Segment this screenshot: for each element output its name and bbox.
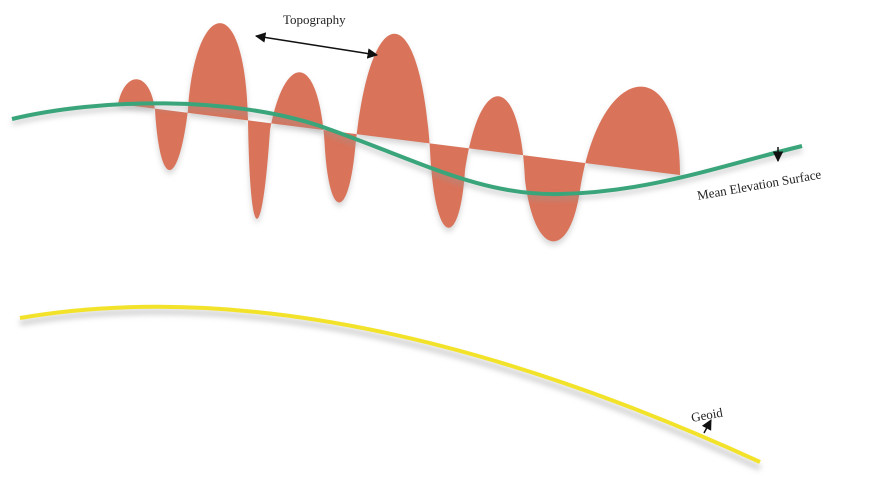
topography-label: Topography (283, 12, 346, 27)
geoid-line (20, 307, 760, 462)
geoid-label: Geoid (690, 405, 724, 425)
diagram: Topography Mean Elevation Surface Geoid (0, 0, 869, 488)
topography-shape (118, 23, 680, 241)
topography-arrow (256, 36, 377, 55)
